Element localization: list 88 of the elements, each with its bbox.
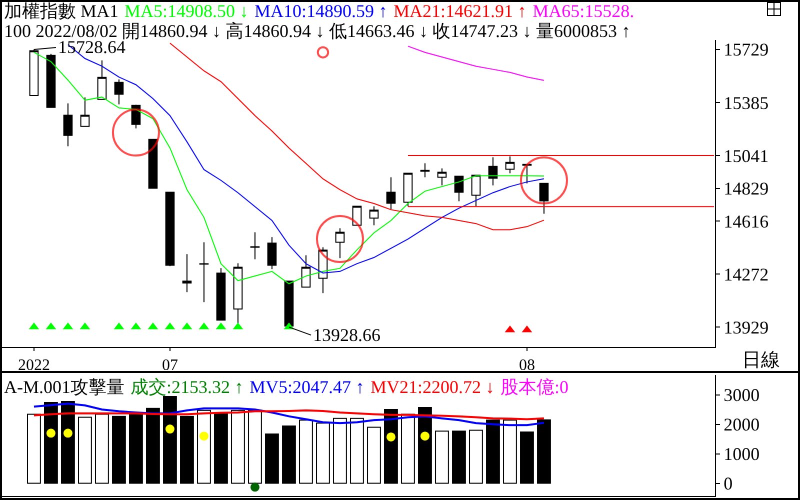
bar [537, 419, 551, 484]
bar [520, 431, 534, 484]
candlestick [437, 168, 447, 186]
bar [129, 414, 143, 484]
candlestick [301, 254, 311, 288]
bar [282, 426, 296, 484]
line-series [32, 409, 545, 420]
candlestick [403, 172, 413, 207]
annotation: 13928.66 [313, 325, 380, 345]
y-tick-label: 3000 [724, 385, 760, 406]
candlestick [46, 53, 56, 108]
text: MA10:14890.59 ↑ [254, 1, 388, 21]
candlestick [199, 242, 209, 303]
line-series [169, 42, 544, 230]
bar [452, 430, 466, 484]
y-tick-label: 15385 [724, 92, 769, 113]
candlestick [471, 174, 481, 207]
point [165, 424, 174, 434]
bar [435, 430, 449, 484]
line-series [32, 402, 545, 426]
point [199, 432, 208, 441]
bar [503, 420, 517, 484]
bar [401, 414, 415, 484]
chart-title: A-M.001攻擊量 [4, 377, 124, 397]
bar [418, 406, 432, 484]
chart-title: 加權指數 MA1 [4, 1, 119, 21]
y-tick-label: 15041 [724, 146, 769, 166]
point [250, 482, 260, 492]
bar [469, 430, 483, 484]
point [46, 428, 56, 438]
bar [197, 410, 211, 484]
bar [248, 410, 262, 484]
x-tick-label: 07 [162, 357, 178, 374]
text: MA65:15528. [532, 1, 634, 21]
point [420, 432, 430, 441]
candlestick [522, 164, 532, 184]
bar [146, 408, 160, 484]
bar [367, 426, 381, 484]
candlestick [182, 254, 192, 293]
series-label: MV5:2047.47 ↑ [250, 377, 365, 397]
y-tick-label: 0 [724, 474, 733, 494]
candlestick [216, 268, 226, 321]
bar [316, 422, 330, 484]
x-tick-label: 08 [518, 357, 535, 374]
series-label: MV21:2200.72 ↓ [370, 377, 495, 397]
x-tick-label: 2022 [18, 357, 50, 374]
bar [112, 416, 126, 484]
candlestick [369, 206, 379, 226]
candlestick [539, 182, 549, 214]
y-tick-label: 14616 [724, 211, 769, 232]
candlestick [250, 232, 260, 260]
y-tick-label: 2000 [724, 414, 760, 435]
bar [78, 416, 92, 484]
bar [333, 418, 347, 484]
point [386, 432, 396, 442]
y-tick-label: 14272 [724, 264, 769, 284]
series-label: 成交:2153.32 ↑ [130, 377, 244, 397]
bar [299, 420, 313, 484]
bar [231, 410, 245, 484]
candlestick [505, 156, 515, 174]
bar [350, 418, 364, 484]
text: MA21:14621.91 ↑ [394, 1, 527, 21]
candlestick [267, 236, 277, 270]
bar [27, 414, 41, 484]
candlestick [420, 162, 430, 178]
bar [486, 420, 500, 484]
y-tick-label: 14829 [724, 178, 769, 199]
y-tick-label: 13929 [724, 317, 769, 338]
y-tick-label: 15729 [724, 40, 769, 60]
candlestick [97, 60, 107, 100]
candlestick [114, 78, 124, 105]
point [63, 428, 72, 438]
bar [95, 414, 109, 484]
bar [214, 412, 228, 484]
candlestick [165, 192, 175, 267]
text: MA5:14908.50 ↓ [124, 1, 249, 21]
candlestick [454, 176, 464, 202]
candlestick [63, 102, 73, 147]
candlestick [386, 176, 396, 210]
line-series [407, 46, 544, 81]
candlestick [80, 96, 90, 127]
bar [265, 434, 279, 484]
candlestick [148, 138, 158, 189]
legend-label: 股本億:0 [500, 377, 569, 397]
candlestick [335, 228, 345, 259]
y-tick-label: 1000 [724, 444, 760, 464]
bar [180, 416, 194, 484]
text: 日線 [742, 350, 780, 371]
